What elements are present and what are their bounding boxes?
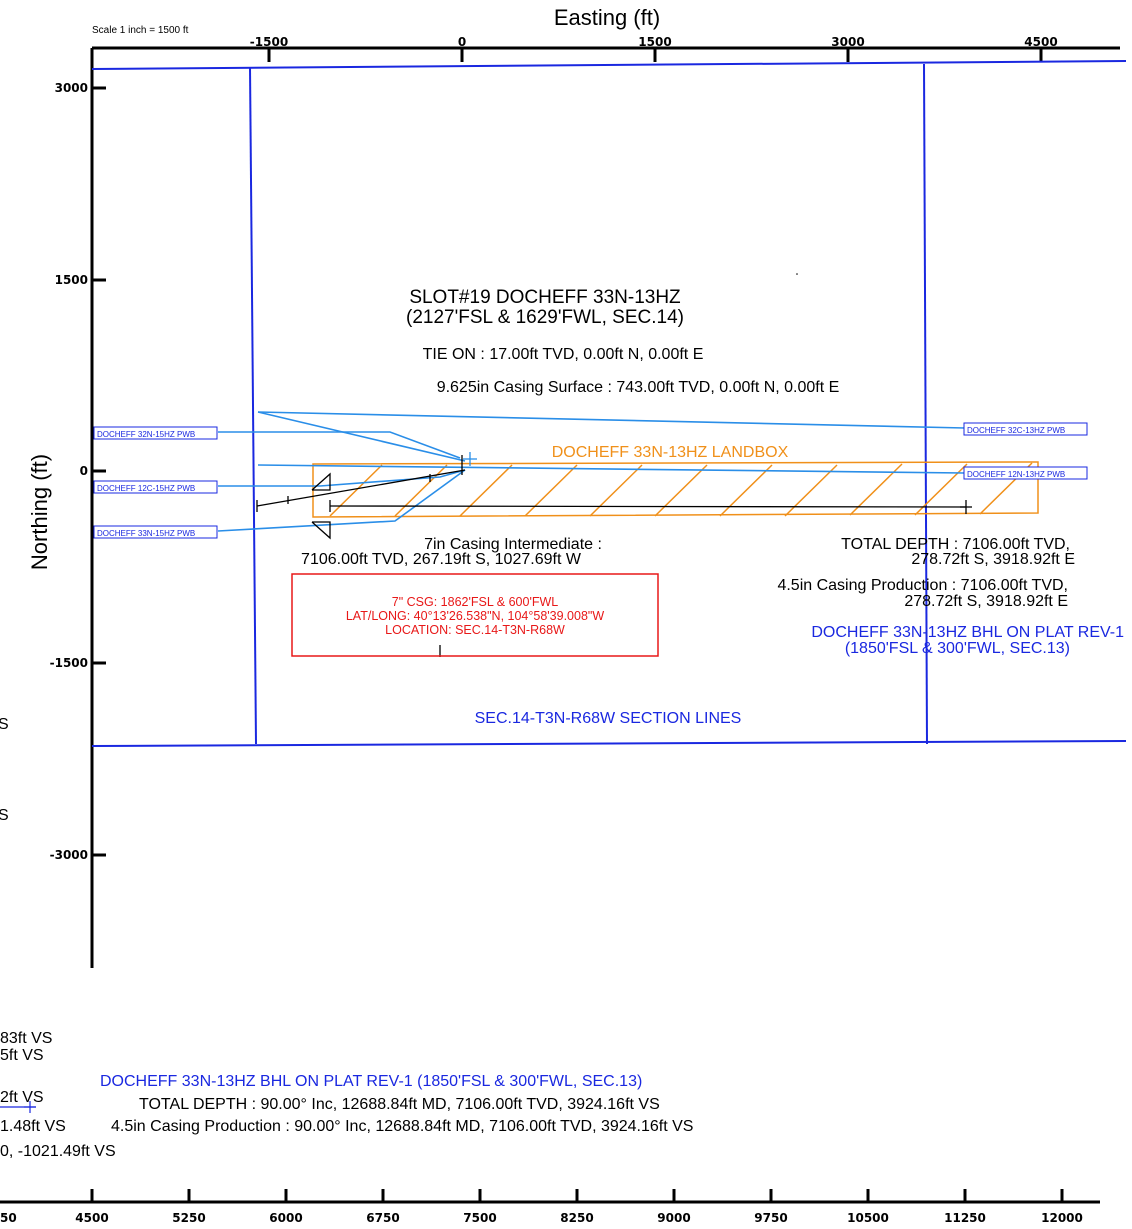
total-depth-label: TOTAL DEPTH : 7106.00ft TVD, <box>841 536 1070 553</box>
offset-well-12n-13hz <box>257 464 966 474</box>
top-tick-label: 0 <box>458 35 466 49</box>
total-depth-position: 278.72ft S, 3918.92ft E <box>911 551 1075 568</box>
clipped-label: S <box>0 716 9 733</box>
section-lines <box>91 60 1127 747</box>
easting-axis-title: Easting (ft) <box>554 5 660 30</box>
surface-casing-label: 9.625in Casing Surface : 743.00ft TVD, 0… <box>437 379 840 396</box>
slot-title: SLOT#19 DOCHEFF 33N-13HZ <box>409 287 681 308</box>
left-tick-label: 3000 <box>55 81 88 95</box>
slot-subtitle: (2127'FSL & 1629'FWL, SEC.14) <box>406 307 684 328</box>
vs-label-3: 2ft VS <box>0 1089 44 1106</box>
csg-callout-line-3: LOCATION: SEC.14-T3N-R68W <box>385 623 565 637</box>
bottom-tick-label: 8250 <box>560 1211 593 1225</box>
offset-well-upper <box>257 411 466 462</box>
planned-wellpath <box>256 455 972 657</box>
vs-label-1: 83ft VS <box>0 1030 52 1047</box>
well-tag-33n-15hz: DOCHEFF 33N-15HZ PWB <box>97 529 195 538</box>
vs-marker <box>24 1101 36 1113</box>
vs-label-5: 0, -1021.49ft VS <box>0 1143 116 1160</box>
bottom-axis: 50 4500 5250 6000 6750 7500 8250 9000 97… <box>0 1189 1100 1225</box>
left-tick-label: 1500 <box>55 273 88 287</box>
intermediate-casing-label: 7in Casing Intermediate : <box>424 536 602 553</box>
vs-production-casing-label: 4.5in Casing Production : 90.00° Inc, 12… <box>111 1118 693 1135</box>
offset-well-12c-15hz <box>218 469 466 487</box>
vs-label-2: 5ft VS <box>0 1047 44 1064</box>
well-tag-12c-15hz: DOCHEFF 12C-15HZ PWB <box>97 484 195 493</box>
bottom-tick-label: 4500 <box>75 1211 108 1225</box>
bottom-tick-label: 6000 <box>269 1211 302 1225</box>
csg-callout-box <box>291 573 659 657</box>
bottom-tick-label: 5250 <box>172 1211 205 1225</box>
bottom-tick-label: 11250 <box>944 1211 986 1225</box>
intermediate-casing-position: 7106.00ft TVD, 267.19ft S, 1027.69ft W <box>301 551 582 568</box>
northing-axis-title: Northing (ft) <box>27 454 52 570</box>
well-tag-32n-15hz: DOCHEFF 32N-15HZ PWB <box>97 430 195 439</box>
scale-label: Scale 1 inch = 1500 ft <box>92 25 189 36</box>
tie-on-label: TIE ON : 17.00ft TVD, 0.00ft N, 0.00ft E <box>423 346 704 363</box>
top-axis: -1500 0 1500 3000 4500 <box>92 35 1120 62</box>
top-tick-label: -1500 <box>250 35 288 49</box>
vs-label-4: 1.48ft VS <box>0 1118 66 1135</box>
bottom-tick-label: 6750 <box>366 1211 399 1225</box>
top-tick-label: 4500 <box>1024 35 1057 49</box>
well-tag-12n-13hz: DOCHEFF 12N-13HZ PWB <box>967 470 1065 479</box>
production-casing-position: 278.72ft S, 3918.92ft E <box>904 593 1068 610</box>
bottom-tick-label: 9000 <box>657 1211 690 1225</box>
section-lines-label: SEC.14-T3N-R68W SECTION LINES <box>475 710 742 727</box>
bottom-tick-label: 12000 <box>1041 1211 1083 1225</box>
csg-callout-line-2: LAT/LONG: 40°13'26.538"N, 104°58'39.008"… <box>346 609 604 623</box>
offset-well-32n-15hz <box>218 431 461 459</box>
bottom-tick-label: 10500 <box>847 1211 889 1225</box>
offset-wells <box>217 411 966 532</box>
top-tick-label: 3000 <box>831 35 864 49</box>
landbox-label: DOCHEFF 33N-13HZ LANDBOX <box>552 444 789 461</box>
left-tick-label: 0 <box>80 464 88 478</box>
csg-callout-line-1: 7" CSG: 1862'FSL & 600'FWL <box>392 595 559 609</box>
well-tag-32c-13hz: DOCHEFF 32C-13HZ PWB <box>967 426 1065 435</box>
bottom-tick-label: 50 <box>0 1211 17 1225</box>
stray-point <box>796 273 798 275</box>
left-tick-label: -3000 <box>50 848 88 862</box>
bottom-tick-label: 7500 <box>463 1211 496 1225</box>
offset-well-33n-15hz <box>217 469 466 532</box>
vs-total-depth-label: TOTAL DEPTH : 90.00° Inc, 12688.84ft MD,… <box>139 1096 660 1113</box>
production-casing-label: 4.5in Casing Production : 7106.00ft TVD, <box>777 577 1068 594</box>
offset-well-markers <box>463 452 477 466</box>
clipped-label: S <box>0 807 9 824</box>
bhl-label: DOCHEFF 33N-13HZ BHL ON PLAT REV-1 <box>811 624 1124 641</box>
left-tick-label: -1500 <box>50 656 88 670</box>
offset-well-32c-13hz <box>257 411 966 429</box>
vs-bhl-label: DOCHEFF 33N-13HZ BHL ON PLAT REV-1 (1850… <box>100 1073 642 1090</box>
left-axis: 3000 1500 0 -1500 -3000 <box>50 48 106 968</box>
bhl-sublabel: (1850'FSL & 300'FWL, SEC.13) <box>845 640 1070 657</box>
well-tags: DOCHEFF 32N-15HZ PWB DOCHEFF 12C-15HZ PW… <box>93 422 1088 539</box>
bottom-tick-label: 9750 <box>754 1211 787 1225</box>
top-tick-label: 1500 <box>638 35 671 49</box>
